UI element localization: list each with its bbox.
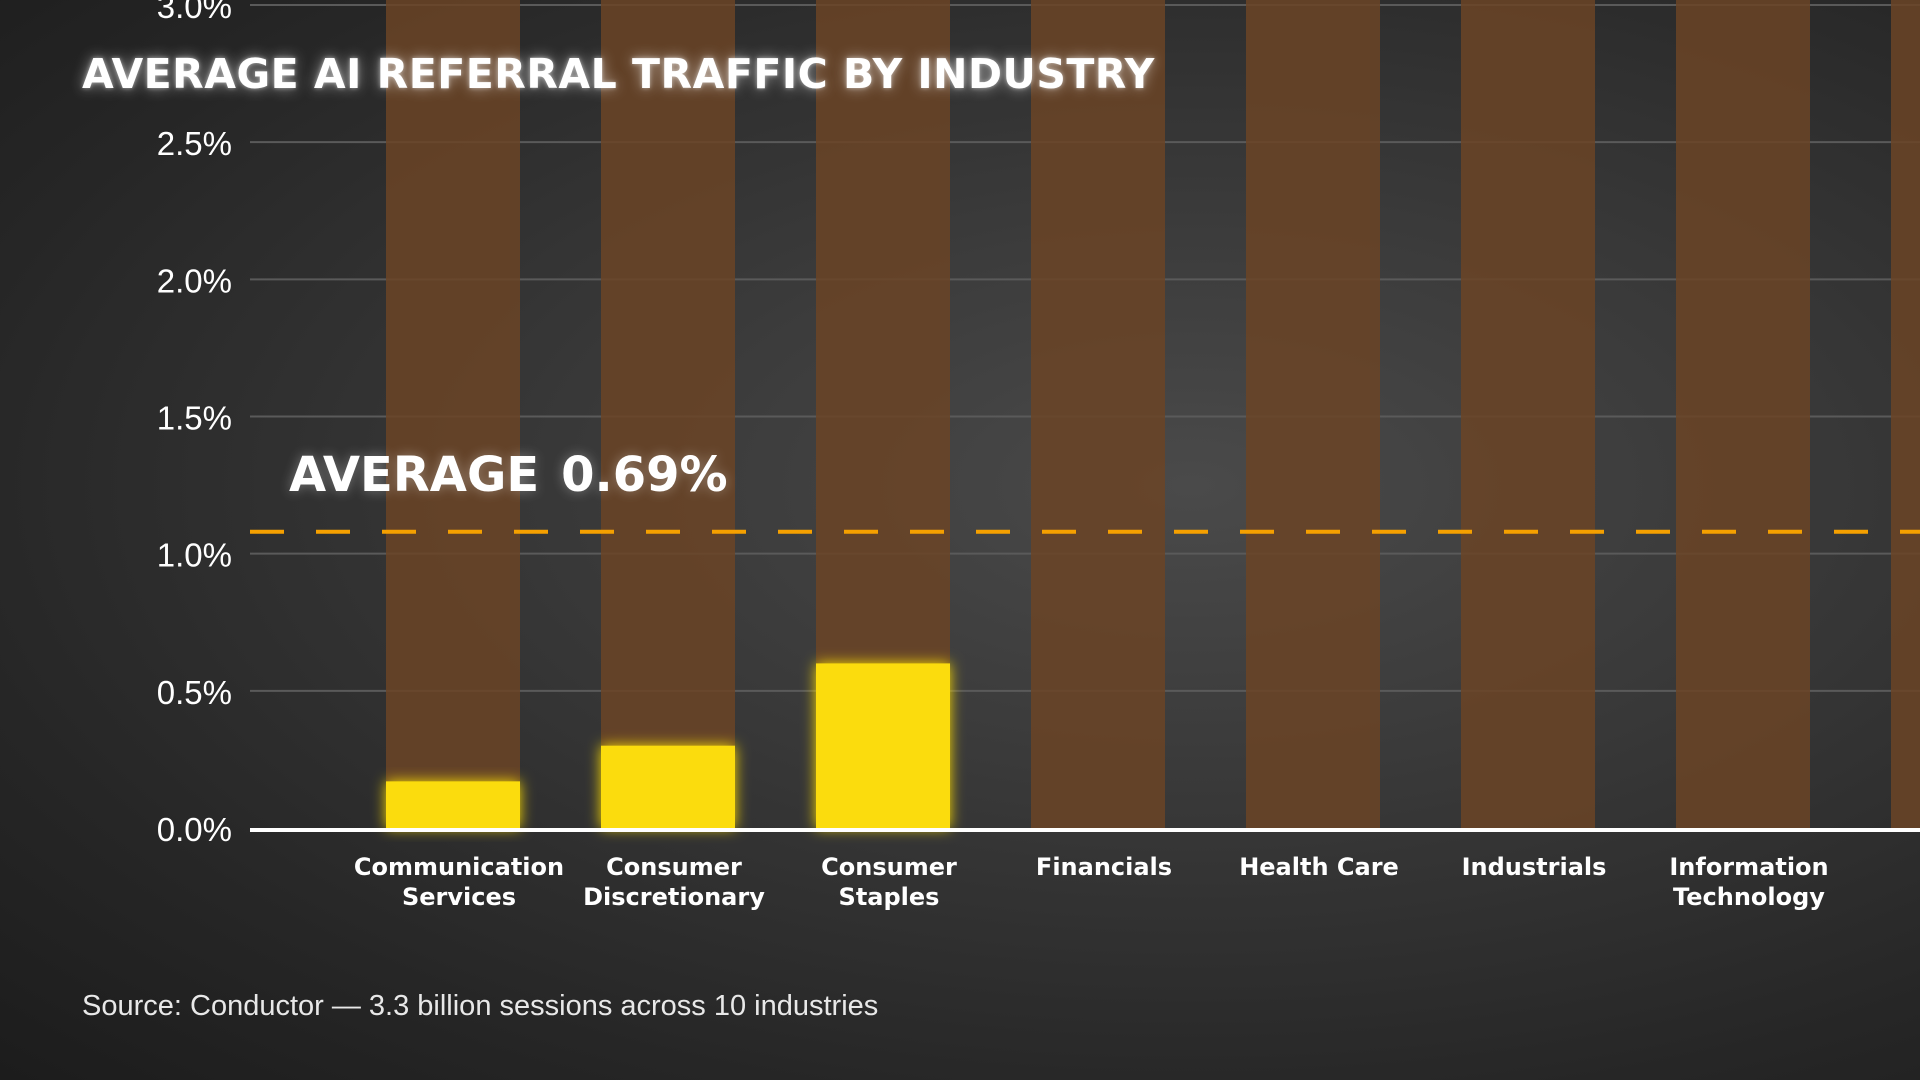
y-tick-label: 2.0% xyxy=(157,262,232,299)
x-tick-label: Financials xyxy=(1036,853,1172,881)
x-tick-label: Health Care xyxy=(1239,853,1399,881)
bar xyxy=(601,745,735,828)
bar xyxy=(816,663,950,828)
x-tick-label: Communication Services xyxy=(354,853,564,911)
category-column xyxy=(1461,0,1595,828)
category-column xyxy=(1246,0,1380,828)
chart-title: AVERAGE AI REFERRAL TRAFFIC BY INDUSTRY xyxy=(82,50,1155,98)
average-annotation: AVERAGE 0.69% xyxy=(289,447,728,503)
average-label: AVERAGE xyxy=(289,447,540,503)
x-tick-label: Consumer Discretionary xyxy=(583,853,765,911)
y-tick-label: 1.0% xyxy=(157,537,232,574)
category-column xyxy=(1031,0,1165,828)
x-tick-label: Consumer Staples xyxy=(821,853,957,911)
x-tick-label: Industrials xyxy=(1462,853,1607,881)
average-value: 0.69% xyxy=(561,447,728,503)
category-column xyxy=(386,0,520,828)
bar xyxy=(386,781,520,828)
category-column xyxy=(1676,0,1810,828)
x-tick-label: Information Technology xyxy=(1669,853,1828,911)
category-columns xyxy=(386,0,1920,828)
category-column xyxy=(601,0,735,828)
y-tick-label: 0.5% xyxy=(157,674,232,711)
axes: 0.0% 0.5% 1.0% 1.5% 2.0% 2.5% 3.0% Communicatio… xyxy=(157,0,1920,911)
y-tick-label: 0.0% xyxy=(157,811,232,848)
source-note: Source: Conductor — 3.3 billion sessions… xyxy=(82,990,879,1022)
y-tick-label: 3.0% xyxy=(157,0,232,25)
y-tick-label: 2.5% xyxy=(157,125,232,162)
bars xyxy=(386,663,950,828)
y-tick-label: 1.5% xyxy=(157,400,232,437)
category-column xyxy=(1891,0,1920,828)
